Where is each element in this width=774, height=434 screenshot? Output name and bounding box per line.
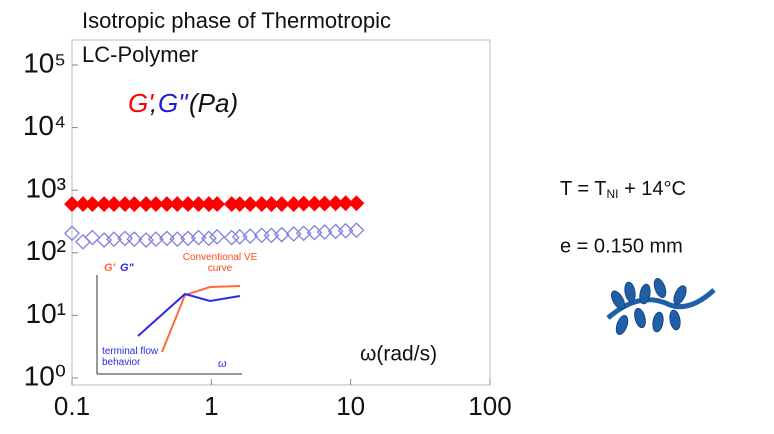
point: [295, 195, 312, 212]
point: [209, 196, 226, 213]
polymer-icon: [606, 278, 716, 335]
ylabel-sep: ,: [150, 88, 157, 118]
backbone: [606, 288, 716, 320]
temp-main: T = T: [560, 178, 607, 200]
point: [106, 196, 122, 213]
point: [84, 229, 101, 246]
point: [316, 195, 333, 212]
temp-sub: NI: [607, 187, 619, 201]
ylabel-g2: G": [158, 88, 189, 118]
mesogen: [673, 285, 687, 305]
point: [126, 196, 143, 213]
chart-title: Isotropic phase of Thermotropic LC-Polym…: [82, 8, 391, 67]
x-axis-label: ω(rad/s): [360, 343, 437, 366]
mesogen: [639, 283, 651, 305]
point: [64, 225, 80, 242]
inset: G' G" Conventional VE curve terminal flo…: [96, 252, 258, 375]
point: [242, 228, 259, 244]
y-tick-label: 10⁵: [23, 47, 66, 78]
point: [273, 196, 290, 213]
point: [348, 195, 365, 212]
point: [75, 233, 91, 250]
point: [209, 228, 226, 245]
y-tick-label: 10³: [26, 173, 66, 204]
inset-label: G': [104, 262, 116, 274]
inset-region-label: terminal flow behavior: [102, 346, 159, 368]
mesogen: [652, 311, 664, 333]
y-tick-label: 10⁰: [24, 360, 66, 391]
point: [169, 196, 186, 213]
point: [64, 196, 80, 213]
x-tick-label: 0.1: [54, 391, 90, 421]
point: [126, 231, 143, 248]
inset-xlabel: ω: [218, 358, 227, 370]
mesogen: [610, 290, 626, 310]
point: [263, 196, 280, 213]
inset-curve-label: Conventional VE curve: [182, 252, 258, 274]
y-tick-label: 10⁴: [23, 110, 66, 141]
gap: e = 0.150 mm: [560, 235, 683, 257]
y-tick-label: 10¹: [26, 298, 66, 329]
inset-curve: [161, 285, 241, 353]
plot-frame: [71, 39, 491, 386]
y-tick-label: 10²: [26, 235, 66, 266]
mesogen: [669, 309, 681, 331]
point: [242, 196, 259, 213]
mesogen: [653, 278, 667, 298]
point: [337, 195, 354, 212]
point: [96, 232, 113, 248]
temp-rest: + 14°C: [619, 178, 686, 200]
point: [159, 230, 175, 247]
temperature: T = TNI + 14°C: [560, 178, 686, 201]
x-tick-label: 1: [204, 391, 218, 421]
point: [190, 196, 207, 213]
point: [273, 226, 290, 243]
inset-region-label-text: terminal flow behavior: [102, 346, 159, 368]
point: [348, 222, 365, 239]
point: [200, 230, 217, 247]
point: [316, 224, 333, 240]
point: [231, 196, 248, 213]
inset-curve: [137, 292, 241, 337]
inset-curve-label-text: Conventional VE curve: [182, 252, 258, 274]
ylabel-unit: (Pa): [189, 88, 238, 118]
point: [159, 196, 175, 213]
mesogen: [615, 315, 629, 335]
point: [147, 196, 164, 213]
mesogen: [634, 307, 646, 329]
x-tick-label: 10: [336, 391, 365, 421]
point: [223, 229, 240, 246]
inset-label: G": [120, 262, 135, 274]
ylabel-g1: G': [128, 88, 154, 118]
point: [84, 196, 101, 213]
point: [180, 196, 196, 213]
point: [190, 229, 207, 246]
x-tick-label: 100: [468, 391, 511, 421]
mesogen: [624, 281, 636, 303]
